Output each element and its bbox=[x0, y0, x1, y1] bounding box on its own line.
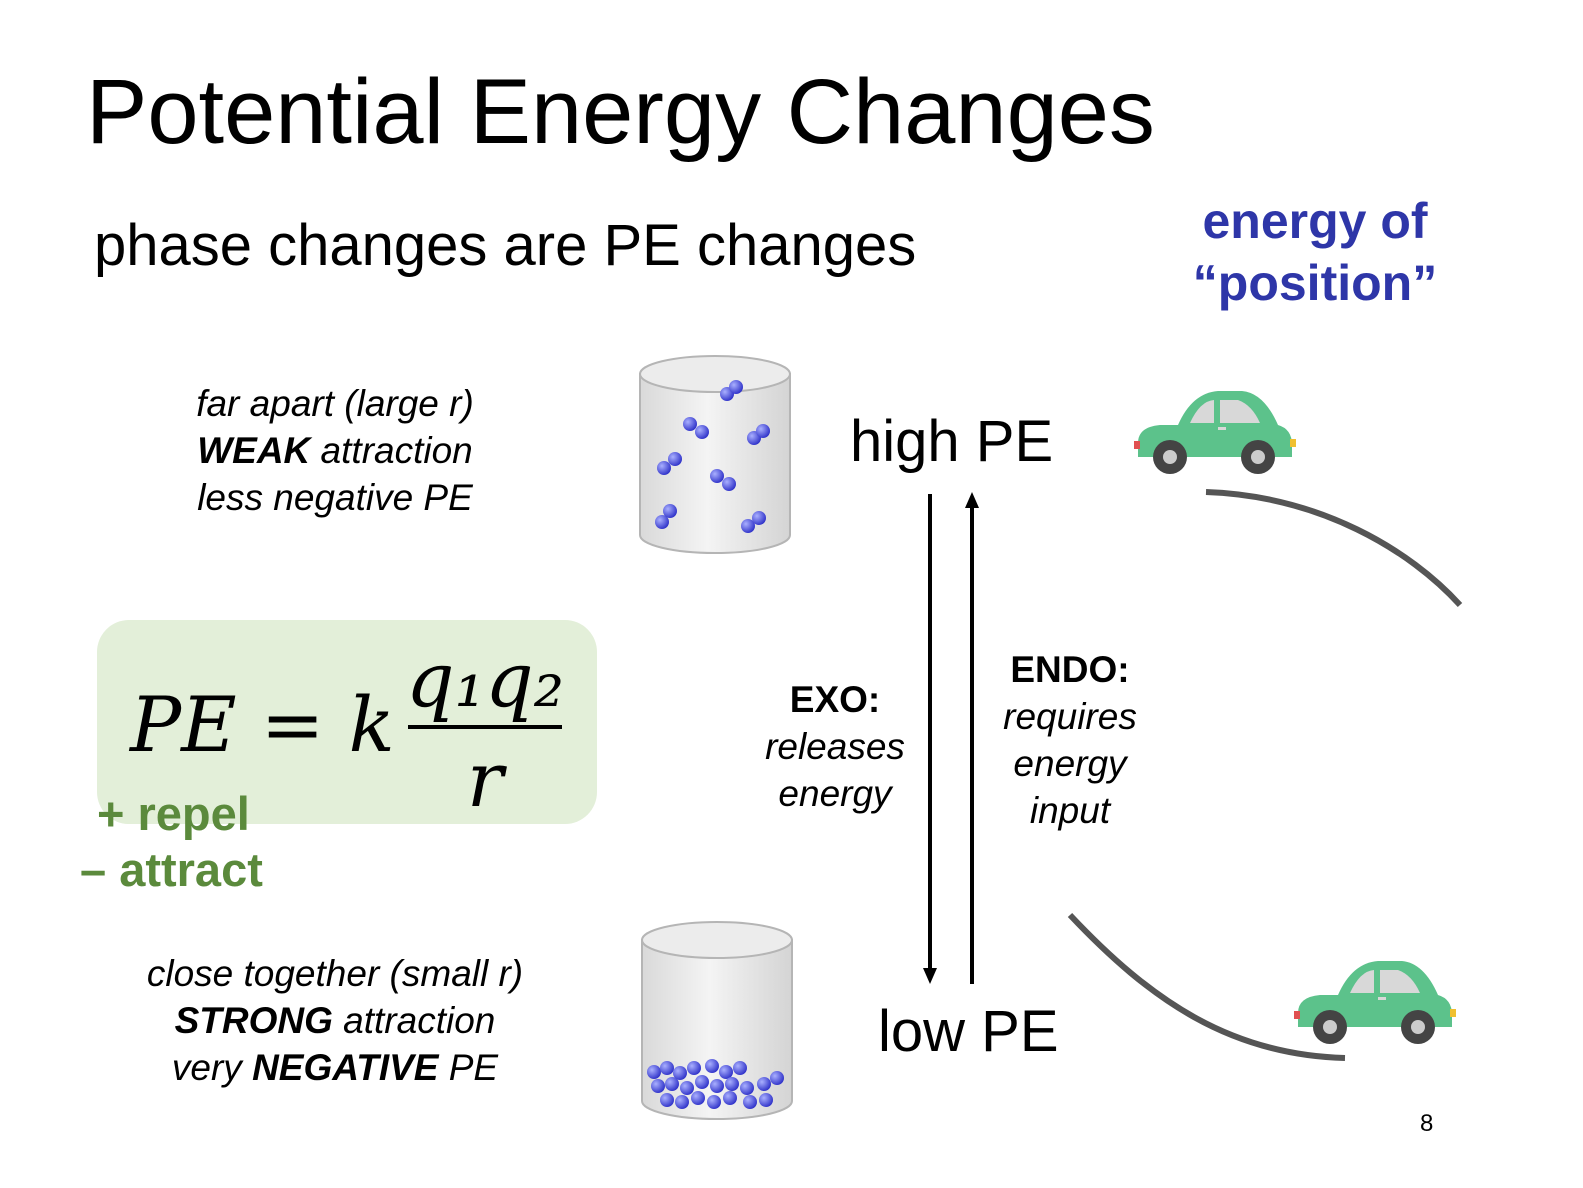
far-apart-description: far apart (large r) WEAK attraction less… bbox=[130, 380, 540, 521]
close-line-2: STRONG attraction bbox=[110, 997, 560, 1044]
slide-subtitle: phase changes are PE changes bbox=[94, 213, 917, 278]
formula-denominator: r bbox=[466, 735, 504, 824]
close-line-3-pre: very bbox=[171, 1047, 253, 1088]
endo-line-2: energy bbox=[1013, 743, 1127, 784]
exo-line-1: releases bbox=[765, 726, 905, 767]
endo-label: ENDO: bbox=[1010, 649, 1130, 690]
close-line-1: close together (small r) bbox=[146, 953, 524, 994]
fraction-bar bbox=[408, 725, 562, 729]
slide-title: Potential Energy Changes bbox=[86, 61, 1155, 163]
endo-line-1: requires bbox=[1003, 696, 1137, 737]
note-line-2: “position” bbox=[1192, 255, 1438, 311]
note-line-1: energy of bbox=[1202, 193, 1428, 249]
beaker-liquid-icon bbox=[641, 921, 793, 1120]
close-line-2-rest: attraction bbox=[332, 1000, 496, 1041]
repel-label: + repel bbox=[97, 787, 250, 840]
weak-label: WEAK bbox=[197, 430, 311, 471]
close-together-description: close together (small r) STRONG attracti… bbox=[110, 950, 560, 1091]
high-pe-label: high PE bbox=[850, 409, 1054, 474]
formula-lhs: PE = k bbox=[130, 680, 395, 769]
energy-of-position-note: energy of “position” bbox=[1150, 190, 1480, 314]
exo-label: EXO: bbox=[789, 679, 881, 720]
car-icon bbox=[1294, 961, 1456, 1044]
close-line-3-post: PE bbox=[438, 1047, 499, 1088]
hill-curve bbox=[1067, 489, 1463, 1061]
far-line-2: WEAK attraction bbox=[130, 427, 540, 474]
far-line-2-rest: attraction bbox=[310, 430, 473, 471]
car-icon bbox=[1134, 391, 1296, 474]
formula-numerator: q₁q₂ bbox=[405, 635, 565, 724]
exo-arrow-down bbox=[923, 494, 937, 984]
far-line-3: less negative PE bbox=[197, 477, 473, 518]
formula-box bbox=[97, 620, 597, 824]
strong-label: STRONG bbox=[174, 1000, 333, 1041]
attract-label: – attract bbox=[80, 843, 263, 896]
energy-arrows bbox=[923, 492, 979, 984]
beaker-gas-icon bbox=[639, 355, 791, 554]
negative-label: NEGATIVE bbox=[252, 1047, 439, 1088]
low-pe-label: low PE bbox=[878, 999, 1059, 1064]
endo-description: ENDO: requires energy input bbox=[985, 646, 1155, 834]
exo-description: EXO: releases energy bbox=[750, 676, 920, 817]
endo-line-3: input bbox=[1029, 790, 1111, 831]
page-number: 8 bbox=[1420, 1110, 1434, 1137]
far-line-1: far apart (large r) bbox=[196, 383, 474, 424]
endo-arrow-up bbox=[965, 492, 979, 984]
exo-line-2: energy bbox=[778, 773, 892, 814]
close-line-3: very NEGATIVE PE bbox=[110, 1044, 560, 1091]
